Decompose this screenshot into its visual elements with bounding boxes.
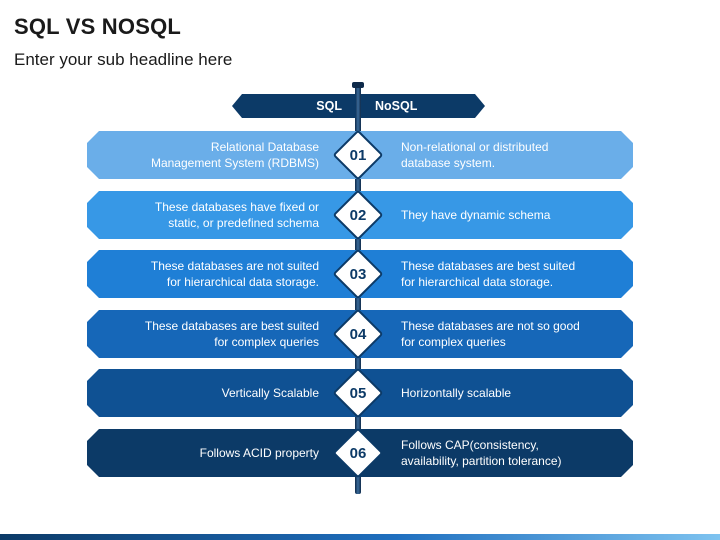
sql-cell: Relational Database Management System (RD… — [107, 131, 319, 179]
sql-text-line: These databases are best suited — [144, 319, 319, 333]
sql-text-line: for complex queries — [214, 335, 319, 349]
nosql-text-line: They have dynamic schema — [401, 208, 551, 222]
nosql-text-line: Non-relational or distributed — [401, 140, 549, 154]
nosql-cell: Non-relational or distributed database sy… — [401, 131, 616, 179]
row-number: 06 — [349, 444, 367, 462]
sql-column-header: SQL — [232, 94, 356, 118]
sql-text-line: Vertically Scalable — [221, 386, 319, 400]
sql-text-line: These databases have fixed or — [154, 200, 319, 214]
sql-cell: These databases are best suited for compl… — [107, 310, 319, 358]
nosql-column-header: NoSQL — [361, 94, 485, 118]
sql-cell: These databases have fixed or static, or … — [107, 191, 319, 239]
sql-text-line: Follows ACID property — [199, 446, 319, 460]
row-number: 04 — [349, 325, 367, 343]
row-number: 05 — [349, 384, 367, 402]
sql-cell: These databases are not suited for hierar… — [107, 250, 319, 298]
nosql-text-line: for complex queries — [401, 335, 506, 349]
row-number: 01 — [349, 146, 367, 164]
nosql-cell: They have dynamic schema — [401, 191, 616, 239]
sql-cell: Vertically Scalable — [107, 369, 319, 417]
page-subtitle: Enter your sub headline here — [14, 50, 233, 69]
nosql-text-line: for hierarchical data storage. — [401, 275, 554, 289]
sql-text-line: static, or predefined schema — [168, 216, 319, 230]
nosql-text-line: Horizontally scalable — [401, 386, 512, 400]
page-title: SQL VS NOSQL — [14, 14, 182, 39]
sql-text-line: Relational Database — [210, 140, 319, 154]
row-number: 02 — [349, 206, 367, 224]
sql-column-label: SQL — [316, 99, 342, 113]
nosql-cell: Follows CAP(consistency, availability, pa… — [401, 429, 616, 477]
footer-accent-bar — [0, 534, 720, 540]
center-pole-cap — [352, 82, 364, 88]
nosql-cell: These databases are best suited for hiera… — [401, 250, 616, 298]
nosql-cell: Horizontally scalable — [401, 369, 616, 417]
nosql-cell: These databases are not so good for compl… — [401, 310, 616, 358]
sql-text-line: for hierarchical data storage. — [166, 275, 319, 289]
row-number: 03 — [349, 265, 367, 283]
nosql-text-line: Follows CAP(consistency, — [401, 438, 539, 452]
nosql-column-label: NoSQL — [375, 99, 418, 113]
sql-text-line: Management System (RDBMS) — [150, 156, 319, 170]
nosql-text-line: These databases are not so good — [401, 319, 580, 333]
nosql-text-line: database system. — [401, 156, 496, 170]
sql-text-line: These databases are not suited — [150, 259, 319, 273]
nosql-text-line: availability, partition tolerance) — [401, 454, 562, 468]
sql-cell: Follows ACID property — [107, 429, 319, 477]
nosql-text-line: These databases are best suited — [401, 259, 576, 273]
